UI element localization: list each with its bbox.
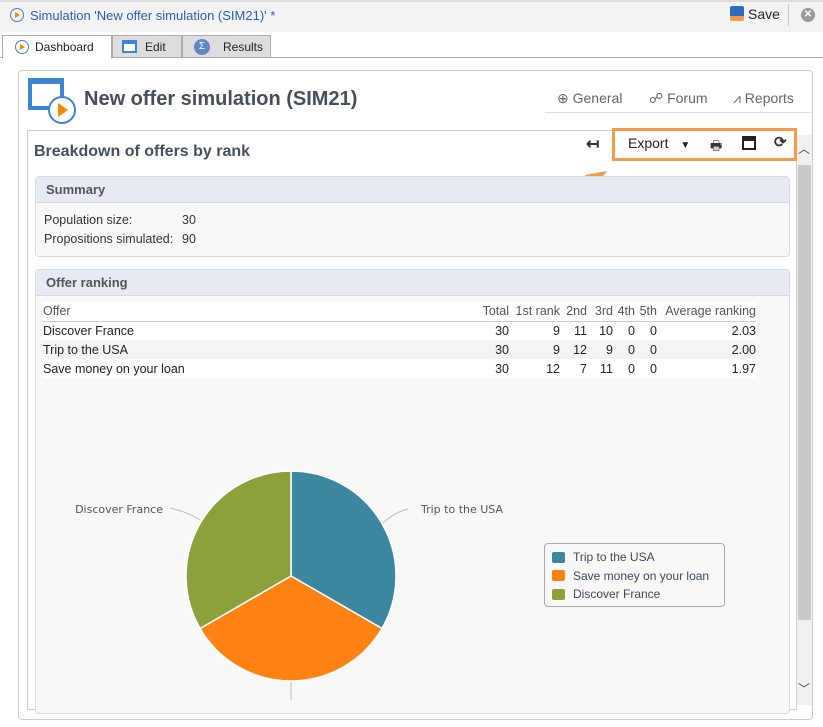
forum-icon: ☍ bbox=[649, 90, 668, 106]
close-icon[interactable]: ✕ bbox=[801, 8, 815, 22]
report-toolbar bbox=[612, 128, 797, 161]
table-header: Offer Total 1st rank 2nd 3rd 4th 5th Ave… bbox=[43, 302, 756, 321]
nav-forum[interactable]: ☍ Forum bbox=[649, 90, 708, 106]
col-5th: 5th bbox=[639, 304, 657, 319]
caret-down-icon: ▼ bbox=[680, 140, 691, 151]
col-offer: Offer bbox=[43, 304, 71, 319]
table-row: Trip to the USA 30 9 12 9 0 0 2.00 bbox=[43, 340, 756, 359]
col-total: Total bbox=[482, 304, 509, 319]
table-cell: 12 bbox=[546, 361, 560, 376]
legend-label: Save money on your loan bbox=[573, 568, 710, 583]
chart-icon: ⩘ bbox=[733, 90, 745, 106]
table-cell: 2.03 bbox=[731, 323, 756, 338]
ranking-table: Offer Total 1st rank 2nd 3rd 4th 5th Ave… bbox=[43, 302, 756, 378]
propositions-label: Propositions simulated: bbox=[44, 232, 174, 246]
table-row: Save money on your loan 30 12 7 11 0 0 1.97 bbox=[43, 359, 756, 378]
form-icon bbox=[122, 40, 137, 53]
scroll-down-icon[interactable]: ﹀ bbox=[798, 682, 811, 696]
pie-chart: Trip to the USA Discover France bbox=[75, 470, 503, 700]
table-cell: 0 bbox=[650, 323, 657, 338]
export-dropdown[interactable]: Export ▼ bbox=[628, 135, 691, 151]
tab-edit[interactable]: Edit bbox=[112, 35, 182, 58]
general-icon: ⊕ bbox=[557, 90, 573, 106]
table-cell: 11 bbox=[574, 323, 587, 338]
col-2nd: 2nd bbox=[566, 304, 587, 319]
pie-label: Trip to the USA bbox=[420, 503, 503, 516]
table-cell: 9 bbox=[606, 342, 613, 357]
label-connector bbox=[169, 507, 201, 521]
divider bbox=[788, 4, 789, 26]
table-cell: 0 bbox=[650, 361, 657, 376]
legend-swatch bbox=[552, 588, 565, 600]
sigma-icon: Σ bbox=[194, 39, 210, 55]
refresh-icon[interactable]: ⟳ bbox=[774, 134, 787, 151]
table-cell: 0 bbox=[628, 323, 635, 338]
page-title: New offer simulation (SIM21) bbox=[84, 88, 358, 110]
label-connector bbox=[382, 508, 409, 524]
print-icon[interactable]: 🖶 bbox=[710, 138, 723, 153]
ranking-section: Offer ranking bbox=[35, 269, 790, 714]
table-cell: 0 bbox=[628, 361, 635, 376]
pie-slice[interactable] bbox=[185, 470, 292, 630]
divider bbox=[545, 112, 813, 113]
table-cell: 7 bbox=[580, 361, 587, 376]
table-cell: 0 bbox=[628, 342, 635, 357]
population-label: Population size: bbox=[44, 213, 133, 227]
nav-general[interactable]: ⊕ General bbox=[557, 90, 623, 106]
play-icon bbox=[48, 96, 76, 124]
chart-legend: Trip to the USA Save money on your loan Di… bbox=[544, 543, 725, 607]
tab-dashboard[interactable]: Dashboard bbox=[2, 35, 112, 59]
scrollbar-thumb[interactable] bbox=[798, 165, 811, 620]
table-cell: 9 bbox=[553, 342, 560, 357]
legend-item[interactable]: Discover France bbox=[552, 585, 717, 604]
legend-label: Discover France bbox=[573, 587, 661, 602]
table-row: Discover France 30 9 11 10 0 0 2.03 bbox=[43, 321, 756, 340]
table-cell: 0 bbox=[650, 342, 657, 357]
table-cell: Discover France bbox=[43, 323, 134, 338]
table-cell: 1.97 bbox=[731, 361, 756, 376]
simulation-large-icon bbox=[28, 78, 64, 110]
legend-item[interactable]: Trip to the USA bbox=[552, 548, 717, 567]
table-cell: 30 bbox=[495, 361, 509, 376]
tab-divider bbox=[0, 57, 823, 58]
ranking-heading: Offer ranking bbox=[36, 270, 789, 296]
title-bar bbox=[0, 0, 823, 32]
table-cell: 10 bbox=[599, 323, 613, 338]
legend-swatch bbox=[552, 570, 565, 582]
table-cell: Save money on your loan bbox=[43, 361, 185, 376]
table-cell: 11 bbox=[600, 361, 613, 376]
dashboard-icon bbox=[15, 40, 29, 54]
table-cell: 12 bbox=[573, 342, 587, 357]
legend-label: Trip to the USA bbox=[573, 550, 655, 565]
col-average: Average ranking bbox=[665, 304, 756, 319]
legend-item[interactable]: Save money on your loan bbox=[552, 567, 717, 586]
summary-heading: Summary bbox=[36, 177, 789, 203]
summary-section: Summary Population size: 30 Propositions… bbox=[35, 176, 790, 257]
table-cell: Trip to the USA bbox=[43, 342, 128, 357]
back-arrow-icon[interactable]: ↤ bbox=[586, 136, 600, 153]
col-3rd: 3rd bbox=[594, 304, 613, 319]
table-cell: 30 bbox=[495, 323, 509, 338]
dashboard-panel bbox=[18, 70, 813, 720]
pie-label: Discover France bbox=[75, 503, 163, 516]
table-cell: 9 bbox=[553, 323, 560, 338]
population-value: 30 bbox=[182, 213, 196, 227]
table-cell: 30 bbox=[495, 342, 509, 357]
propositions-value: 90 bbox=[182, 232, 196, 246]
tab-results[interactable]: Σ Results bbox=[182, 35, 271, 58]
pie-slice[interactable] bbox=[290, 470, 397, 630]
simulation-icon bbox=[10, 8, 24, 22]
report-title: Breakdown of offers by rank bbox=[34, 143, 251, 160]
window-title: Simulation 'New offer simulation (SIM21)… bbox=[30, 8, 276, 23]
legend-swatch bbox=[552, 551, 565, 563]
nav-reports[interactable]: ⩘ Reports bbox=[733, 90, 794, 106]
save-button[interactable]: Save bbox=[730, 6, 780, 22]
save-report-icon[interactable] bbox=[742, 136, 756, 150]
scroll-up-icon[interactable]: ︿ bbox=[798, 142, 811, 156]
floppy-icon bbox=[730, 6, 744, 21]
table-cell: 2.00 bbox=[731, 342, 756, 357]
col-4th: 4th bbox=[617, 304, 635, 319]
col-1st: 1st rank bbox=[515, 304, 560, 319]
